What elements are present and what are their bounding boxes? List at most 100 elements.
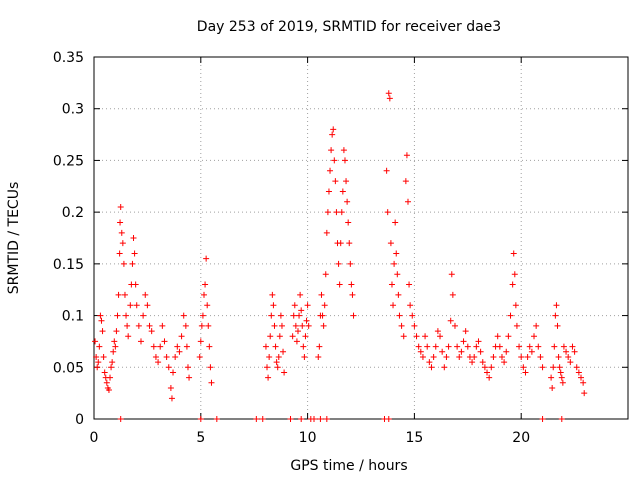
data-point [140, 312, 147, 319]
plot-frame [93, 56, 629, 420]
data-point [159, 322, 166, 329]
data-point [388, 281, 395, 288]
data-point [165, 364, 172, 371]
data-point [559, 379, 566, 386]
data-point [117, 219, 124, 226]
data-point [441, 364, 448, 371]
data-point [437, 333, 444, 340]
data-point [560, 343, 567, 350]
data-point [197, 338, 204, 345]
data-point [92, 338, 99, 345]
data-point [552, 312, 559, 319]
data-point [385, 90, 392, 97]
data-point [278, 322, 285, 329]
data-point [539, 416, 546, 422]
data-point [130, 235, 137, 241]
data-point [496, 343, 503, 350]
data-point [448, 271, 455, 278]
data-point [558, 416, 565, 422]
data-point [301, 353, 308, 360]
data-point [296, 312, 303, 319]
data-point [486, 374, 493, 381]
y-tick-label: 0 [75, 412, 84, 428]
data-point [571, 348, 578, 355]
data-point [345, 219, 352, 226]
data-point [119, 240, 126, 247]
data-point [270, 302, 277, 309]
data-point [123, 312, 130, 319]
data-point [142, 291, 149, 298]
data-point [110, 348, 117, 355]
data-point [289, 333, 296, 340]
data-point [411, 322, 418, 329]
data-point [387, 240, 394, 247]
data-point [133, 302, 140, 309]
data-point [336, 281, 343, 288]
y-tick-label: 0.2 [62, 205, 84, 221]
data-point [115, 291, 122, 298]
data-point [428, 364, 435, 371]
data-points [92, 90, 588, 422]
data-point [443, 353, 450, 360]
data-point [393, 250, 400, 257]
data-point [391, 260, 398, 267]
data-point [213, 416, 220, 422]
x-tick-label: 15 [405, 430, 423, 446]
data-point [161, 338, 168, 345]
data-point [338, 209, 345, 216]
data-point [340, 147, 347, 154]
data-point [415, 343, 422, 350]
data-point [513, 322, 520, 329]
data-point [400, 333, 407, 340]
data-point [553, 302, 560, 309]
data-point [323, 416, 330, 422]
data-point [148, 328, 155, 335]
data-point [293, 338, 300, 345]
data-point [267, 333, 274, 340]
data-point [172, 353, 179, 360]
data-point [290, 312, 297, 319]
data-point [105, 387, 112, 394]
data-point [297, 291, 304, 298]
data-point [329, 131, 336, 138]
data-point [298, 307, 305, 314]
data-point [132, 281, 139, 288]
data-point [294, 328, 301, 335]
data-point [112, 343, 119, 350]
data-point [318, 291, 325, 298]
data-point [197, 416, 204, 422]
chart-title: Day 253 of 2019, SRMTID for receiver dae… [197, 19, 501, 35]
data-point [117, 203, 124, 210]
data-point [335, 260, 342, 267]
data-point [407, 302, 414, 309]
data-point [304, 302, 311, 309]
data-point [434, 328, 441, 335]
data-point [127, 302, 134, 309]
data-point [265, 374, 272, 381]
data-point [95, 359, 102, 366]
data-point [262, 343, 269, 350]
y-tick-label: 0.05 [53, 360, 84, 376]
data-point [462, 328, 469, 335]
data-point [383, 167, 390, 174]
data-point [275, 353, 282, 360]
data-point [266, 353, 273, 360]
data-point [332, 178, 339, 185]
y-axis-label: SRMTID / TECUs [6, 182, 22, 295]
data-point [396, 312, 403, 319]
data-point [116, 250, 123, 257]
data-point [125, 333, 132, 340]
data-point [163, 353, 170, 360]
data-point [99, 328, 106, 335]
data-point [107, 374, 114, 381]
data-point [205, 322, 212, 329]
data-point [129, 260, 136, 267]
data-point [111, 338, 118, 345]
data-point [555, 353, 562, 360]
y-tick-label: 0.1 [62, 309, 84, 325]
data-point [422, 333, 429, 340]
data-point [575, 369, 582, 376]
data-point [124, 322, 131, 329]
data-point [479, 359, 486, 366]
